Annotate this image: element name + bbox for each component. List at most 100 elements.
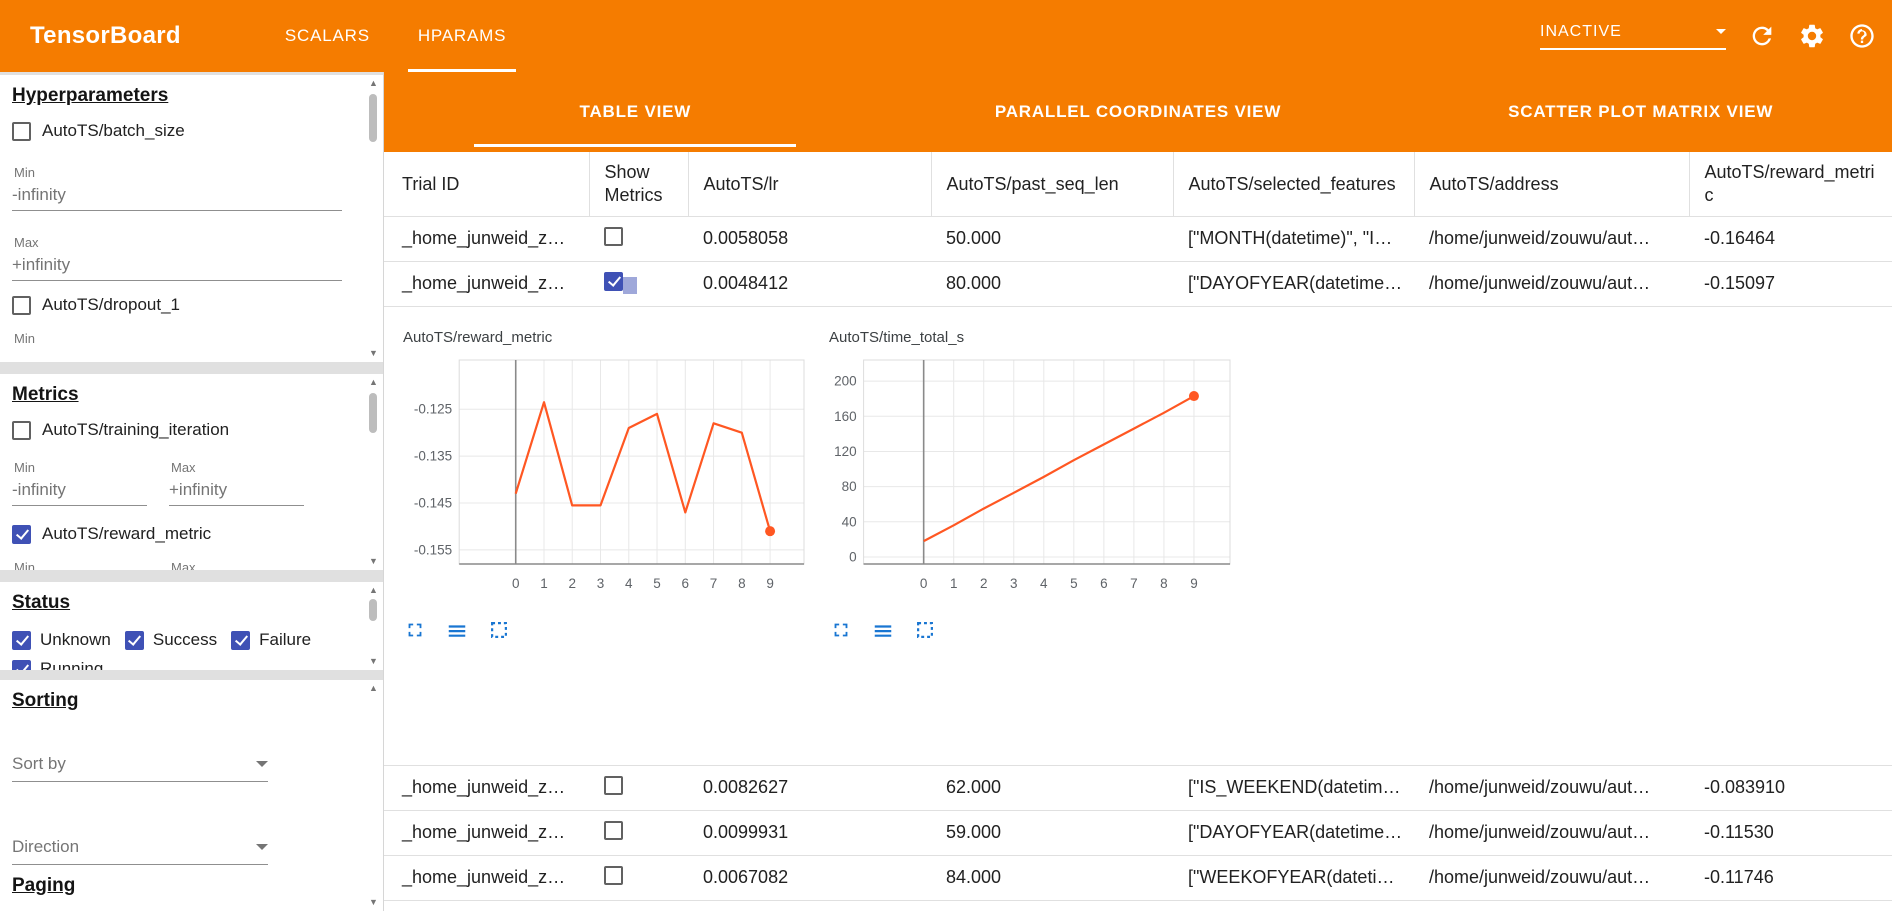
scroll-up-icon[interactable]: ▲ bbox=[369, 78, 378, 88]
ti-min-input[interactable]: -infinity bbox=[12, 480, 147, 506]
dropout-checkbox[interactable] bbox=[12, 295, 31, 315]
svg-text:6: 6 bbox=[682, 576, 690, 591]
column-header-address[interactable]: AutoTS/address bbox=[1414, 152, 1690, 217]
scroll-down-icon[interactable]: ▼ bbox=[369, 656, 378, 666]
scroll-thumb[interactable] bbox=[369, 599, 377, 621]
cell-show-metrics bbox=[589, 810, 688, 856]
svg-text:120: 120 bbox=[834, 443, 857, 458]
cell-trial-id: _home_junweid_z… bbox=[384, 216, 589, 262]
sort-by-select[interactable]: Sort by bbox=[12, 754, 268, 782]
svg-text:2: 2 bbox=[568, 576, 576, 591]
tab-scalars[interactable]: SCALARS bbox=[284, 26, 370, 45]
tab-scatter-plot-matrix-view[interactable]: SCATTER PLOT MATRIX VIEW bbox=[1508, 102, 1774, 121]
svg-text:0: 0 bbox=[920, 576, 928, 591]
scroll-up-icon[interactable]: ▲ bbox=[369, 683, 378, 693]
cell-address: /home/junweid/zouwu/aut… bbox=[1414, 855, 1689, 901]
show-metrics-checkbox[interactable] bbox=[604, 271, 637, 294]
panel-scrollbar[interactable]: ▲ ▼ bbox=[367, 78, 380, 359]
cell-address: /home/junweid/zouwu/aut… bbox=[1414, 765, 1689, 811]
cell-past-seq-len: 62.000 bbox=[931, 765, 1173, 811]
chart-drag-select-icon[interactable] bbox=[914, 619, 936, 641]
svg-text:6: 6 bbox=[1100, 576, 1108, 591]
scroll-up-icon[interactable]: ▲ bbox=[369, 585, 378, 595]
ti-max-input[interactable]: +infinity bbox=[169, 480, 304, 506]
chart-drag-select-icon[interactable] bbox=[488, 619, 510, 641]
show-metrics-checkbox[interactable] bbox=[604, 226, 623, 246]
tab-hparams[interactable]: HPARAMS bbox=[394, 0, 530, 72]
cell-trial-id: _home_junweid_z… bbox=[384, 855, 589, 901]
cell-address: /home/junweid/zouwu/aut… bbox=[1414, 810, 1689, 856]
help-icon[interactable] bbox=[1848, 22, 1876, 50]
column-header-lr[interactable]: AutoTS/lr bbox=[688, 152, 932, 217]
running-label: Running bbox=[40, 659, 104, 670]
sorting-panel: Sorting Sort by Direction Paging ▲ ▼ bbox=[0, 680, 383, 911]
cell-past-seq-len: 50.000 bbox=[931, 216, 1173, 262]
cell-trial-id: _home_junweid_z… bbox=[384, 810, 589, 856]
tab-table-view[interactable]: TABLE VIEW bbox=[384, 72, 887, 152]
expand-chart-icon[interactable] bbox=[404, 619, 426, 641]
expanded-metrics-row: AutoTS/reward_metric -0.125 -0.135 -0.145 -0… bbox=[384, 306, 1892, 766]
batch-size-min-input[interactable]: -infinity bbox=[12, 185, 342, 211]
status-option-unknown: Unknown bbox=[12, 630, 111, 650]
tab-parallel-coordinates-view[interactable]: PARALLEL COORDINATES VIEW bbox=[994, 102, 1282, 121]
table-row: _home_junweid_z… 0.0099931 59.000 ["DAYOFYE… bbox=[384, 810, 1892, 856]
cell-selected-features: ["WEEKOFYEAR(dateti… bbox=[1173, 855, 1414, 901]
dropout-label: AutoTS/dropout_1 bbox=[42, 295, 180, 314]
settings-gear-icon[interactable] bbox=[1798, 22, 1826, 50]
metrics-panel: Metrics AutoTS/training_iteration Min Ma… bbox=[0, 374, 383, 570]
hparam-batch-size-row: AutoTS/batch_size bbox=[12, 121, 383, 141]
scroll-thumb[interactable] bbox=[369, 393, 377, 433]
show-metrics-checkbox[interactable] bbox=[604, 820, 623, 840]
svg-text:-0.155: -0.155 bbox=[414, 542, 452, 557]
svg-text:40: 40 bbox=[842, 514, 857, 529]
view-tabs: TABLE VIEW PARALLEL COORDINATES VIEW SCA… bbox=[384, 72, 1892, 152]
column-header-reward-metric[interactable]: AutoTS/reward_metric bbox=[1689, 152, 1892, 217]
panel-scrollbar[interactable]: ▲ ▼ bbox=[367, 377, 380, 567]
direction-select[interactable]: Direction bbox=[12, 837, 268, 865]
chart-toolbar bbox=[828, 619, 1238, 641]
column-header-selected-features[interactable]: AutoTS/selected_features bbox=[1173, 152, 1415, 217]
scroll-down-icon[interactable]: ▼ bbox=[369, 897, 378, 907]
cell-reward-metric: -0.11746 bbox=[1689, 855, 1892, 901]
batch-size-checkbox[interactable] bbox=[12, 121, 31, 141]
column-header-trial-id[interactable]: Trial ID bbox=[384, 152, 590, 217]
panel-scrollbar[interactable]: ▲ ▼ bbox=[367, 585, 380, 667]
refresh-icon[interactable] bbox=[1748, 22, 1776, 50]
panel-scrollbar[interactable]: ▲ ▼ bbox=[367, 683, 380, 908]
failure-label: Failure bbox=[259, 630, 312, 649]
svg-text:5: 5 bbox=[653, 576, 661, 591]
direction-value: Direction bbox=[12, 837, 80, 856]
running-checkbox[interactable] bbox=[12, 659, 31, 670]
cell-past-seq-len: 59.000 bbox=[931, 810, 1173, 856]
reward-metric-checkbox[interactable] bbox=[12, 524, 31, 544]
svg-text:-0.125: -0.125 bbox=[414, 401, 452, 416]
column-header-past-seq-len[interactable]: AutoTS/past_seq_len bbox=[931, 152, 1174, 217]
cell-lr: 0.0048412 bbox=[688, 261, 931, 307]
metric-chart: AutoTS/reward_metric -0.125 -0.135 -0.145 -0… bbox=[402, 317, 812, 641]
batch-size-max-input[interactable]: +infinity bbox=[12, 255, 342, 281]
scroll-down-icon[interactable]: ▼ bbox=[369, 556, 378, 566]
cell-address: /home/junweid/zouwu/aut… bbox=[1414, 261, 1689, 307]
column-header-show-metrics[interactable]: Show Metrics bbox=[589, 152, 689, 217]
training-iteration-checkbox[interactable] bbox=[12, 420, 31, 440]
status-option-running: Running bbox=[12, 659, 383, 670]
svg-text:80: 80 bbox=[842, 479, 857, 494]
cell-reward-metric: -0.15097 bbox=[1689, 261, 1892, 307]
status-dropdown[interactable]: INACTIVE bbox=[1540, 23, 1726, 50]
app-title: TensorBoard bbox=[30, 22, 181, 49]
sort-by-value: Sort by bbox=[12, 754, 66, 773]
hparams-sidebar: Hyperparameters AutoTS/batch_size Min -i… bbox=[0, 72, 384, 911]
show-metrics-checkbox[interactable] bbox=[604, 865, 623, 885]
unknown-checkbox[interactable] bbox=[12, 630, 31, 650]
success-checkbox[interactable] bbox=[124, 630, 144, 650]
cell-trial-id: _home_junweid_z… bbox=[384, 261, 589, 307]
scroll-thumb[interactable] bbox=[369, 94, 377, 142]
chart-lines-icon[interactable] bbox=[446, 619, 468, 641]
chart-lines-icon[interactable] bbox=[872, 619, 894, 641]
scroll-up-icon[interactable]: ▲ bbox=[369, 377, 378, 387]
expand-chart-icon[interactable] bbox=[830, 619, 852, 641]
hyperparameters-panel: Hyperparameters AutoTS/batch_size Min -i… bbox=[0, 75, 383, 362]
scroll-down-icon[interactable]: ▼ bbox=[369, 348, 378, 358]
show-metrics-checkbox[interactable] bbox=[604, 775, 623, 795]
failure-checkbox[interactable] bbox=[231, 630, 251, 650]
